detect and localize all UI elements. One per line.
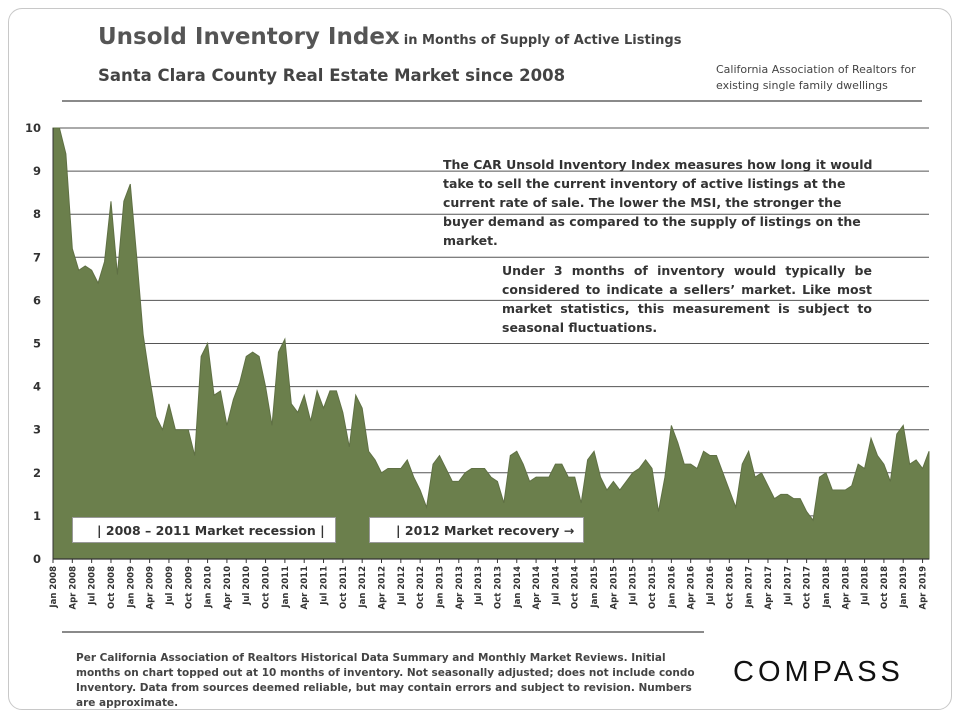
recovery-period-label: | 2012 Market recovery → bbox=[369, 517, 584, 543]
area-series bbox=[52, 127, 930, 560]
x-tick-label: Oct 2015 bbox=[648, 566, 658, 609]
x-tick-label: Apr 2012 bbox=[378, 566, 388, 610]
x-tick-label: Jan 2011 bbox=[281, 566, 291, 609]
x-tick-label: Oct 2012 bbox=[416, 566, 426, 609]
x-tick-label: Apr 2018 bbox=[841, 566, 851, 610]
top-divider bbox=[62, 100, 922, 102]
x-tick-label: Oct 2008 bbox=[107, 566, 117, 609]
x-tick-label: Jul 2013 bbox=[474, 566, 484, 606]
y-tick-label: 10 bbox=[25, 121, 41, 135]
x-tick-label: Apr 2017 bbox=[764, 566, 774, 610]
interpretation-annotation: Under 3 months of inventory would typica… bbox=[502, 263, 872, 335]
x-tick-label: Jul 2010 bbox=[242, 566, 252, 606]
footnote: Per California Association of Realtors H… bbox=[76, 652, 695, 709]
x-tick-label: Apr 2019 bbox=[919, 566, 929, 610]
y-tick-label: 4 bbox=[33, 380, 41, 394]
y-tick-label: 0 bbox=[33, 552, 41, 566]
x-tick-label: Oct 2018 bbox=[880, 566, 890, 609]
x-tick-label: Jan 2012 bbox=[358, 566, 368, 609]
definition-annotation: The CAR Unsold Inventory Index measures … bbox=[443, 157, 873, 248]
y-tick-label: 3 bbox=[33, 423, 41, 437]
chart-title: Unsold Inventory Index in Months of Suppl… bbox=[98, 24, 681, 50]
y-tick-label: 7 bbox=[33, 250, 41, 264]
y-tick-label: 2 bbox=[33, 466, 41, 480]
x-tick-label: Jan 2009 bbox=[126, 566, 136, 609]
x-tick-label: Apr 2013 bbox=[455, 566, 465, 610]
source-note: California Association of Realtors for e… bbox=[716, 63, 916, 92]
x-tick-label: Jul 2017 bbox=[783, 566, 793, 606]
x-tick-label: Oct 2011 bbox=[339, 566, 349, 609]
x-tick-label: Jan 2018 bbox=[822, 566, 832, 609]
x-tick-label: Jul 2011 bbox=[320, 566, 330, 606]
x-tick-label: Jul 2015 bbox=[629, 566, 639, 606]
y-axis-ticks: 0 1 2 3 4 5 6 7 8 9 10 bbox=[25, 121, 41, 566]
x-tick-label: Jan 2010 bbox=[204, 566, 214, 609]
x-tick-label: Jan 2008 bbox=[49, 566, 59, 609]
x-tick-label: Oct 2016 bbox=[725, 566, 735, 609]
x-axis-ticks: Jan 2008 Apr 2008 Jul 2008 Oct 2008 Jan 2009… bbox=[49, 559, 929, 609]
x-tick-label: Jan 2016 bbox=[667, 566, 677, 609]
y-tick-label: 1 bbox=[33, 509, 41, 523]
x-tick-label: Apr 2009 bbox=[146, 566, 156, 610]
bottom-divider bbox=[62, 631, 704, 633]
x-tick-label: Oct 2014 bbox=[571, 566, 581, 609]
x-tick-label: Jan 2019 bbox=[899, 566, 909, 609]
inventory-area bbox=[52, 127, 930, 560]
x-tick-label: Jul 2008 bbox=[88, 566, 98, 606]
y-tick-label: 6 bbox=[33, 293, 41, 307]
x-tick-label: Apr 2014 bbox=[532, 566, 542, 610]
x-tick-label: Jul 2016 bbox=[706, 566, 716, 606]
x-tick-label: Jan 2014 bbox=[513, 566, 523, 609]
chart-title-suffix: in Months of Supply of Active Listings bbox=[403, 33, 682, 48]
x-tick-label: Jan 2015 bbox=[590, 566, 600, 609]
x-tick-label: Jan 2017 bbox=[745, 566, 755, 609]
x-tick-label: Jul 2014 bbox=[551, 566, 561, 606]
x-tick-label: Jul 2009 bbox=[165, 566, 175, 606]
x-tick-label: Apr 2015 bbox=[609, 566, 619, 610]
recession-period-label: | 2008 – 2011 Market recession | bbox=[72, 517, 336, 543]
x-tick-label: Apr 2010 bbox=[223, 566, 233, 610]
x-tick-label: Apr 2008 bbox=[68, 566, 78, 610]
x-tick-label: Oct 2017 bbox=[803, 566, 813, 609]
x-tick-label: Apr 2016 bbox=[687, 566, 697, 610]
slide-frame bbox=[8, 8, 952, 710]
compass-logo: COMPASS bbox=[733, 656, 904, 688]
chart-title-text: Unsold Inventory Index bbox=[98, 24, 400, 50]
x-tick-label: Oct 2013 bbox=[493, 566, 503, 609]
x-tick-label: Apr 2011 bbox=[300, 566, 310, 610]
x-tick-label: Jan 2013 bbox=[435, 566, 445, 609]
chart-subtitle: Santa Clara County Real Estate Market si… bbox=[98, 66, 566, 85]
x-tick-label: Oct 2009 bbox=[184, 566, 194, 609]
y-tick-label: 5 bbox=[33, 337, 41, 351]
x-tick-label: Jul 2018 bbox=[861, 566, 871, 606]
y-tick-label: 9 bbox=[33, 164, 41, 178]
x-tick-label: Jul 2012 bbox=[397, 566, 407, 606]
y-tick-label: 8 bbox=[33, 207, 41, 221]
x-tick-label: Oct 2010 bbox=[262, 566, 272, 609]
axes bbox=[52, 128, 929, 560]
